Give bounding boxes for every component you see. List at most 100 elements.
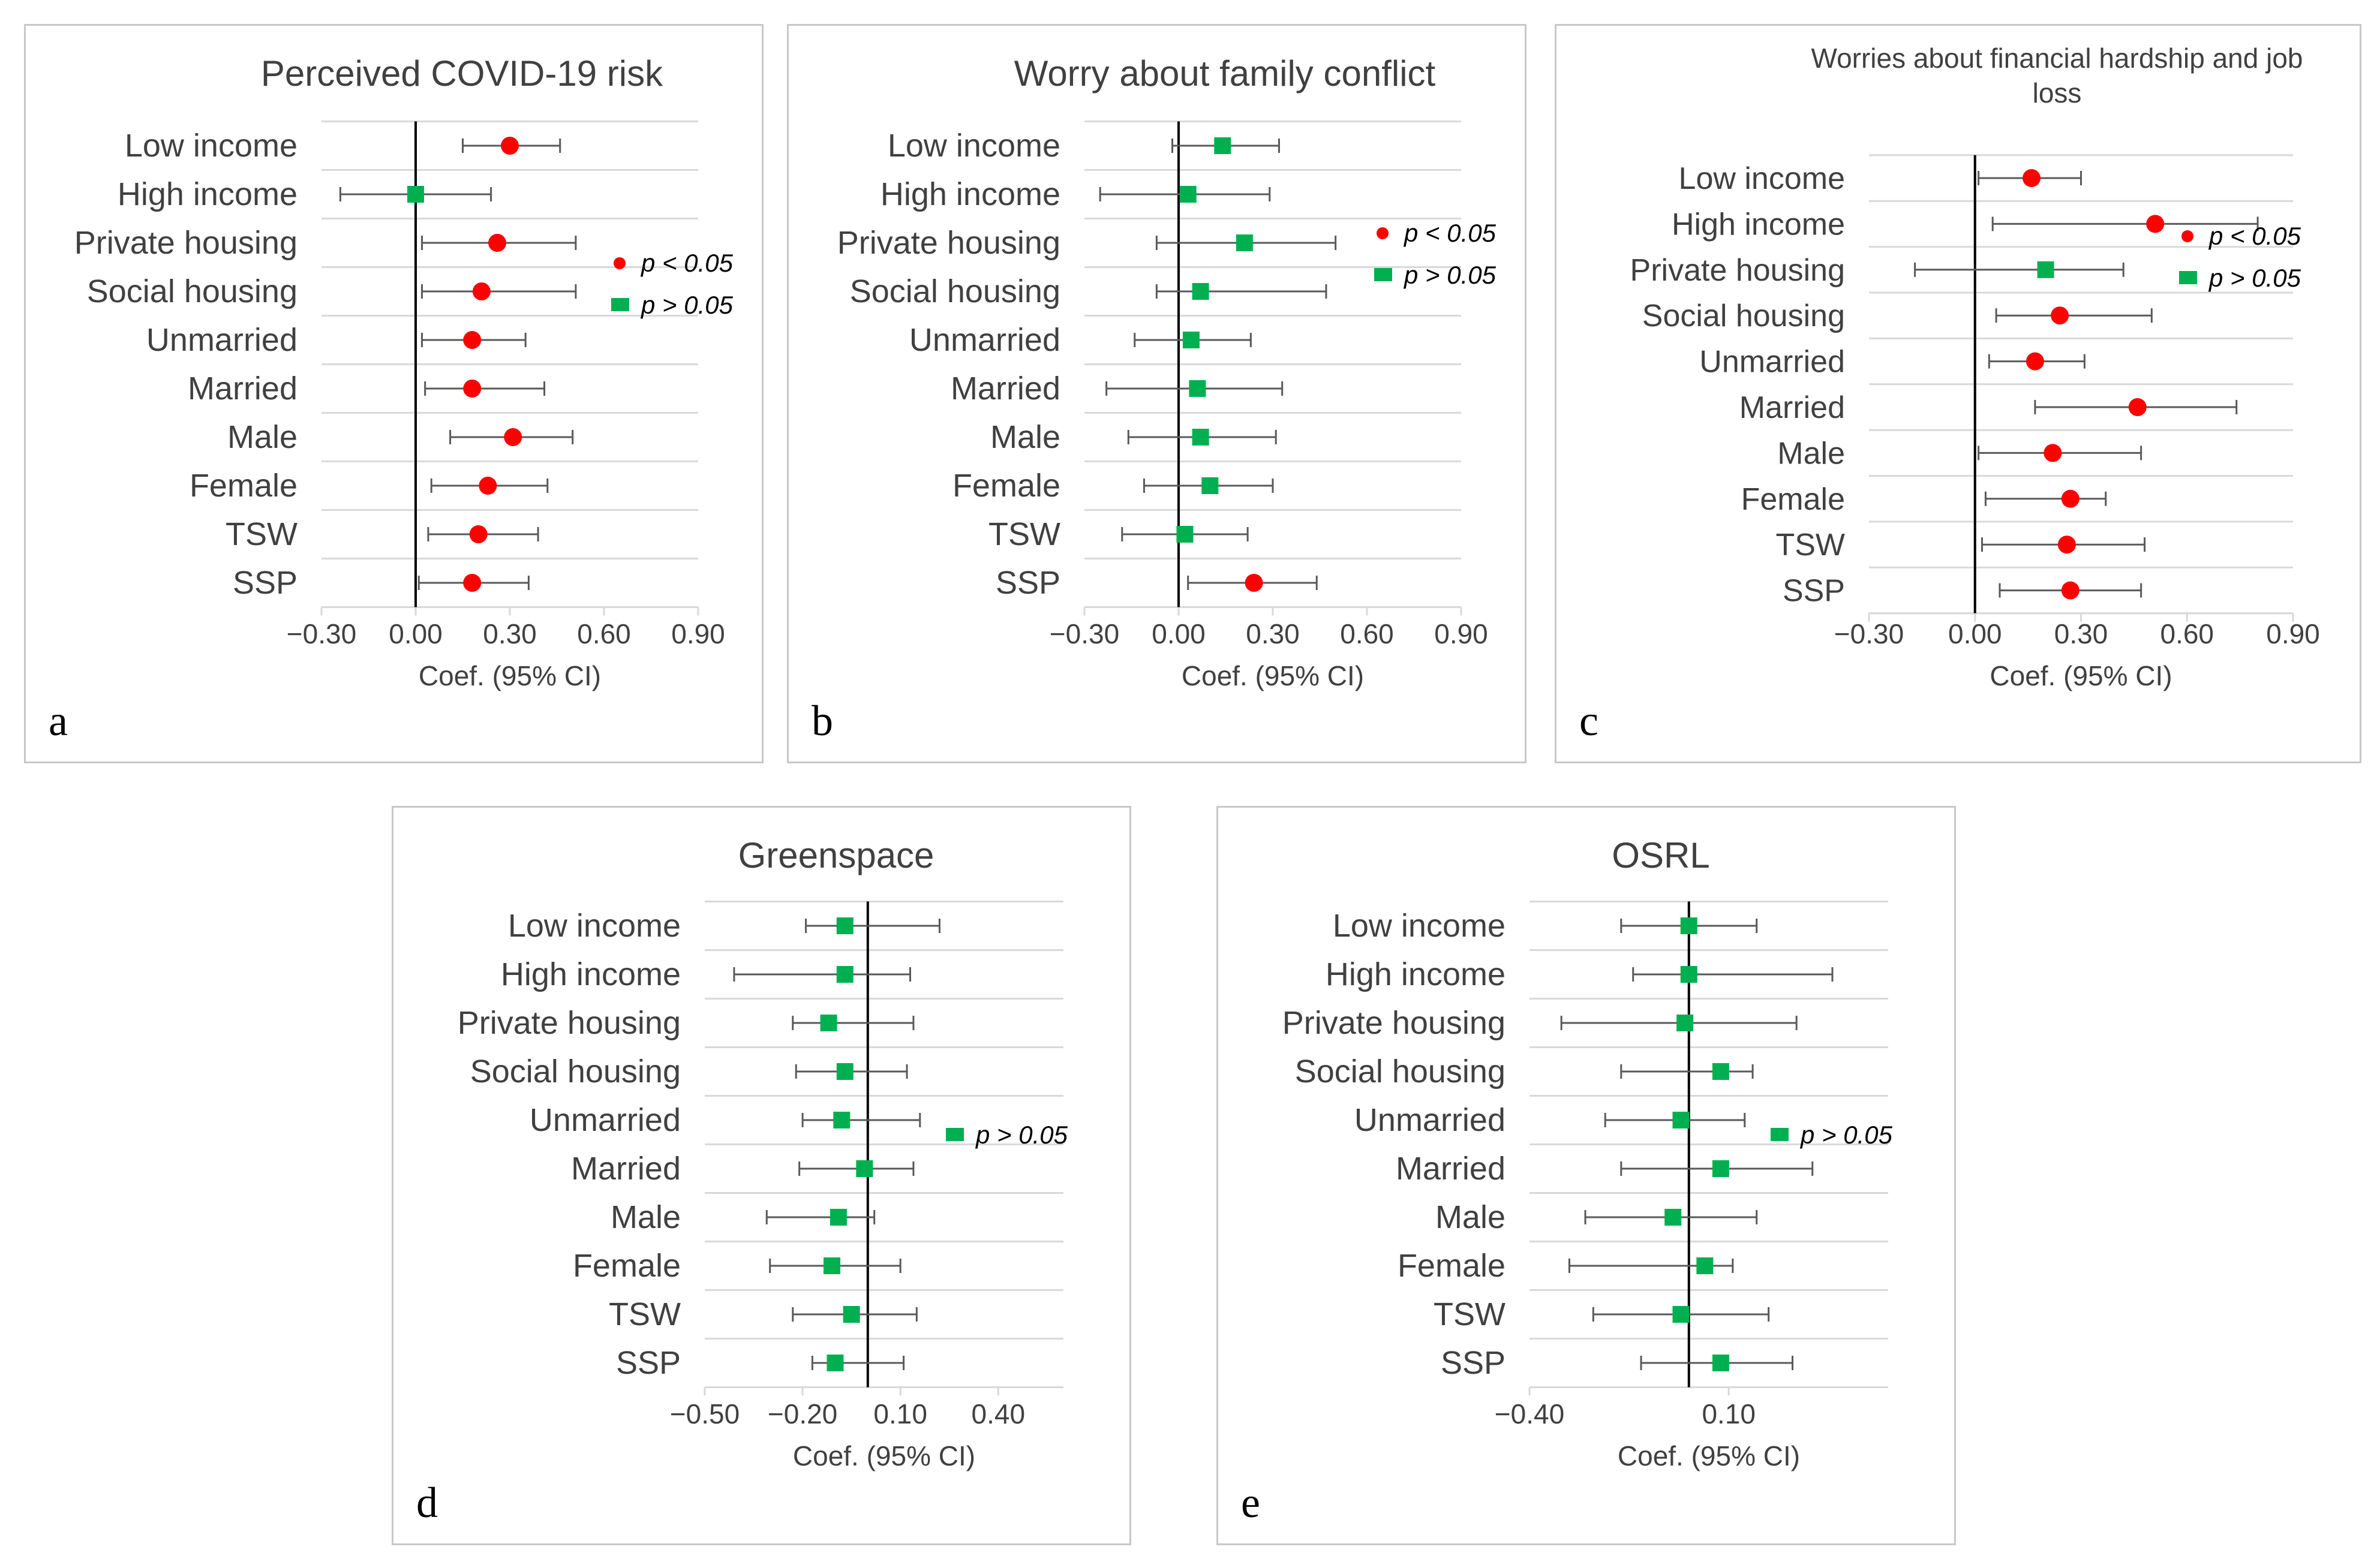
category-label: Unmarried <box>909 322 1060 358</box>
chart-title: Worries about financial hardship and job <box>1811 43 2303 74</box>
point-estimate-significant <box>463 331 482 349</box>
category-label: Male <box>1435 1199 1505 1235</box>
point-estimate-significant <box>2026 352 2044 371</box>
category-label: Low income <box>508 908 681 944</box>
legend-marker-significant <box>614 257 626 269</box>
point-estimate-significant <box>2051 306 2069 325</box>
panel-letter-e: e <box>1241 1479 1260 1527</box>
category-label: Married <box>1739 390 1845 425</box>
category-label: Married <box>951 371 1060 407</box>
category-label: TSW <box>988 516 1060 552</box>
x-tick-label: 0.00 <box>1948 618 2002 649</box>
chart-title: OSRL <box>1612 835 1709 875</box>
category-label: Low income <box>125 128 298 164</box>
x-tick-label: 0.30 <box>1246 618 1300 649</box>
x-tick-label: 0.10 <box>873 1398 927 1429</box>
category-label: Female <box>573 1248 681 1284</box>
point-estimate-nonsignificant <box>1676 1015 1694 1031</box>
forest-plot-d: Greenspace −0.50 −0.20 0.10 0.40 Coef. (95% C… <box>458 835 1068 1471</box>
legend-label: p > 0.05 <box>640 291 734 319</box>
point-estimate-nonsignificant <box>1672 1112 1690 1128</box>
x-tick-label: 0.90 <box>2266 618 2320 649</box>
x-tick-label: 0.40 <box>972 1398 1026 1429</box>
panel-letter-c: c <box>1579 697 1598 745</box>
category-label: Private housing <box>1282 1005 1505 1041</box>
category-label: TSW <box>1775 528 1845 562</box>
point-estimate-significant <box>2061 489 2080 508</box>
point-estimate-nonsignificant <box>1672 1306 1690 1323</box>
x-axis-label: Coef. (95% CI) <box>1990 660 2172 691</box>
point-estimate-nonsignificant <box>836 966 854 983</box>
point-estimate-nonsignificant <box>1236 234 1253 251</box>
category-label: Female <box>952 468 1060 504</box>
chart-title: Perceived COVID-19 risk <box>261 53 663 94</box>
category-label: SSP <box>996 565 1060 601</box>
legend-label: p > 0.05 <box>2208 264 2301 292</box>
category-label: Private housing <box>837 225 1060 261</box>
legend-label: p > 0.05 <box>975 1121 1068 1149</box>
category-label: High income <box>881 176 1060 212</box>
point-estimate-significant <box>2057 535 2076 554</box>
point-estimate-significant <box>2023 169 2041 187</box>
x-axis-label: Coef. (95% CI) <box>1182 660 1364 691</box>
point-estimate-nonsignificant <box>1712 1063 1729 1080</box>
category-label: Social housing <box>850 273 1060 309</box>
point-estimate-significant <box>463 380 482 398</box>
point-estimate-nonsignificant <box>1182 332 1200 348</box>
x-tick-label: 0.10 <box>1702 1398 1756 1429</box>
chart-panel-d: Greenspace −0.50 −0.20 0.10 0.40 Coef. (95% C… <box>392 806 1131 1545</box>
x-axis-label: Coef. (95% CI) <box>419 660 601 691</box>
point-estimate-nonsignificant <box>1712 1355 1729 1371</box>
point-estimate-nonsignificant <box>836 1063 854 1080</box>
category-label: Social housing <box>1295 1054 1505 1090</box>
point-estimate-nonsignificant <box>1192 429 1209 446</box>
point-estimate-significant <box>2128 398 2147 416</box>
forest-plot-a: Perceived COVID-19 risk −0.30 0.00 0.30 0.60… <box>74 53 734 691</box>
point-estimate-nonsignificant <box>1680 917 1697 934</box>
legend-marker-nonsignificant <box>1771 1128 1789 1141</box>
x-tick-label: −0.40 <box>1495 1398 1564 1429</box>
point-estimate-nonsignificant <box>1712 1160 1729 1177</box>
category-label: Male <box>1777 436 1845 471</box>
category-label: Male <box>990 419 1060 455</box>
category-label: Male <box>611 1199 681 1235</box>
x-tick-label: 0.00 <box>389 618 443 649</box>
legend-marker-nonsignificant <box>1374 268 1392 281</box>
category-label: Unmarried <box>1354 1102 1505 1138</box>
point-estimate-significant <box>488 234 507 252</box>
category-label: High income <box>1326 956 1505 992</box>
panel-letter-b: b <box>812 697 833 745</box>
category-label: Social housing <box>470 1054 681 1090</box>
x-tick-label: 0.90 <box>671 618 725 649</box>
point-estimate-significant <box>1245 574 1263 592</box>
point-estimate-significant <box>469 525 488 543</box>
x-tick-label: 0.30 <box>2054 618 2108 649</box>
category-label: Unmarried <box>530 1102 681 1138</box>
legend-marker-nonsignificant <box>611 298 629 311</box>
category-label: TSW <box>226 516 298 552</box>
category-label: Low income <box>1333 908 1505 944</box>
x-tick-label: −0.30 <box>1050 618 1119 649</box>
legend-label: p > 0.05 <box>1799 1121 1893 1149</box>
category-label: High income <box>1672 207 1845 242</box>
category-label: TSW <box>1434 1296 1505 1332</box>
category-label: Married <box>188 371 298 407</box>
point-estimate-significant <box>472 282 491 300</box>
legend-label: p < 0.05 <box>1403 219 1496 247</box>
forest-plot-b: Worry about family conflict −0.30 0.00 0.30… <box>837 53 1496 691</box>
category-label: Private housing <box>74 225 298 261</box>
chart-panel-c: Worries about financial hardship and job… <box>1555 24 2361 763</box>
category-label: Social housing <box>87 273 298 309</box>
category-label: Private housing <box>458 1005 681 1041</box>
legend-label: p > 0.05 <box>1403 261 1496 289</box>
category-label: Low income <box>1679 161 1845 196</box>
category-label: Private housing <box>1630 253 1845 288</box>
point-estimate-nonsignificant <box>830 1209 847 1226</box>
x-tick-label: 0.00 <box>1152 618 1206 649</box>
category-label: SSP <box>616 1345 681 1381</box>
forest-plot-c: Worries about financial hardship and job… <box>1630 43 2320 691</box>
forest-plot-e: OSRL −0.40 0.10 Coef. (95% CI) Low income Hig… <box>1282 835 1893 1471</box>
x-tick-label: 0.90 <box>1434 618 1488 649</box>
x-tick-label: −0.20 <box>768 1398 837 1429</box>
point-estimate-nonsignificant <box>1176 526 1194 543</box>
